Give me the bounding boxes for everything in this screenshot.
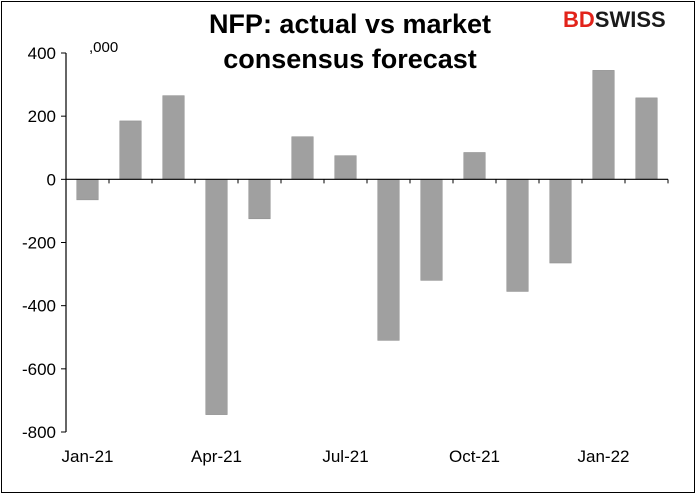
bar-jan-21: [77, 179, 99, 200]
unit-label: ,000: [89, 39, 118, 56]
x-tick-label: Jan-22: [578, 447, 630, 466]
bar-jun-21: [292, 137, 314, 180]
y-tick-label: -400: [22, 297, 56, 316]
bar-feb-22: [636, 98, 658, 179]
bar-feb-21: [120, 121, 142, 179]
bar-nov-21: [507, 179, 529, 291]
bar-jan-22: [593, 70, 615, 179]
x-axis-tick-labels: Jan-21 Apr-21 Jul-21 Oct-21 Jan-22: [62, 447, 630, 466]
y-tick-label: 200: [28, 107, 56, 126]
bdswiss-logo: BD SWISS: [563, 7, 666, 32]
bar-mar-21: [163, 96, 185, 180]
y-tick-label: -600: [22, 360, 56, 379]
bar-may-21: [249, 179, 271, 218]
bar-oct-21: [464, 152, 486, 179]
bar-aug-21: [378, 179, 400, 340]
y-axis-tick-labels: 400 200 0 -200 -400 -600 -800: [22, 44, 56, 442]
logo-swiss-text: SWISS: [595, 7, 666, 32]
bar-sep-21: [421, 179, 443, 280]
chart-svg: BD SWISS NFP: actual vs market consensus…: [0, 0, 698, 496]
chart-title-line-2: consensus forecast: [223, 44, 477, 74]
bar-dec-21: [550, 179, 572, 263]
x-tick-label: Apr-21: [191, 447, 242, 466]
logo-bd-text: BD: [563, 7, 595, 32]
bar-apr-21: [206, 179, 228, 414]
axes: [61, 53, 668, 432]
bars: [77, 70, 658, 414]
y-tick-label: -200: [22, 234, 56, 253]
chart-title-line-1: NFP: actual vs market: [209, 9, 491, 39]
x-tick-label: Jan-21: [62, 447, 114, 466]
y-tick-label: 400: [28, 44, 56, 63]
bar-jul-21: [335, 156, 357, 180]
x-tick-label: Oct-21: [449, 447, 500, 466]
y-tick-label: -800: [22, 423, 56, 442]
x-tick-label: Jul-21: [322, 447, 368, 466]
y-tick-label: 0: [47, 170, 56, 189]
